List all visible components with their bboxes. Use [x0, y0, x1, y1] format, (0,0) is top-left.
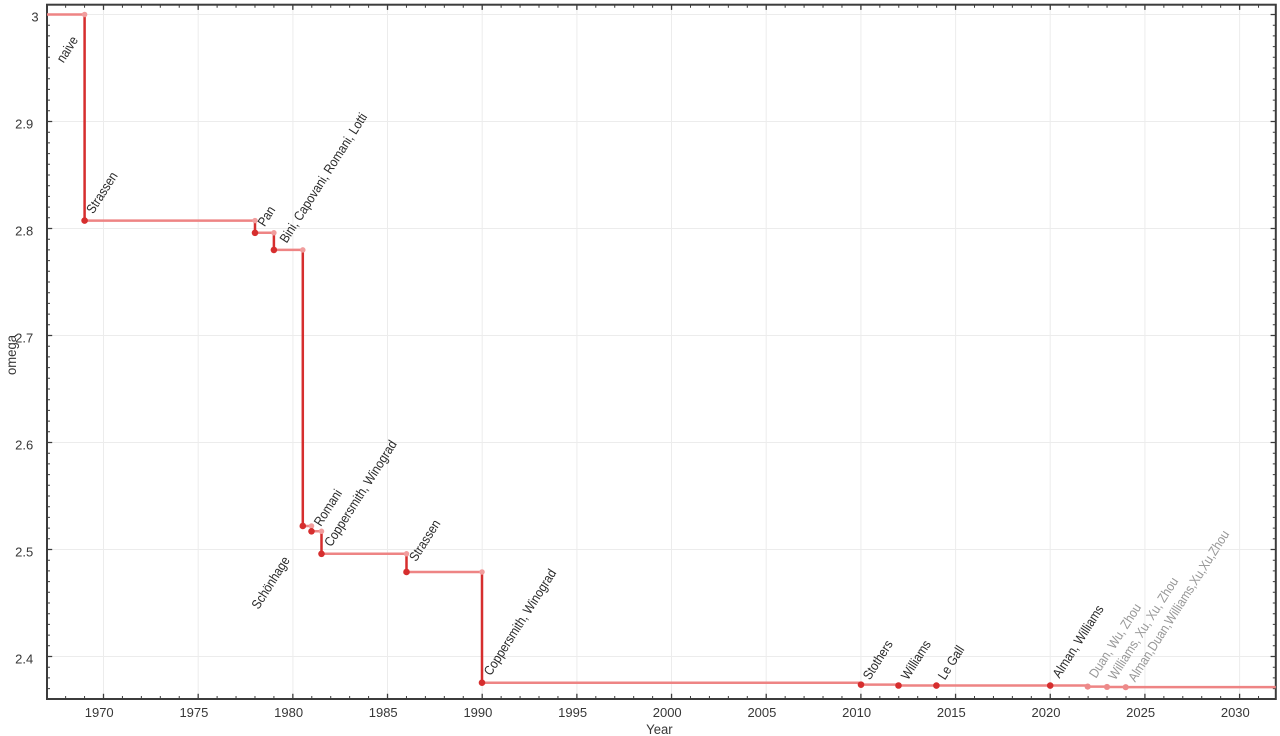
svg-text:2.7: 2.7 — [15, 330, 33, 345]
svg-text:1970: 1970 — [85, 705, 114, 720]
svg-text:2.4: 2.4 — [15, 651, 33, 666]
svg-text:1995: 1995 — [558, 705, 587, 720]
svg-text:2025: 2025 — [1126, 705, 1155, 720]
svg-text:1990: 1990 — [463, 705, 492, 720]
svg-text:2030: 2030 — [1221, 705, 1250, 720]
svg-text:2.5: 2.5 — [15, 544, 33, 559]
svg-text:2005: 2005 — [747, 705, 776, 720]
svg-text:3: 3 — [31, 9, 38, 24]
svg-text:omega: omega — [4, 334, 19, 375]
svg-text:1975: 1975 — [179, 705, 208, 720]
svg-text:Year: Year — [646, 722, 673, 736]
svg-text:2000: 2000 — [653, 705, 682, 720]
svg-text:2.8: 2.8 — [15, 223, 33, 238]
svg-text:2020: 2020 — [1032, 705, 1061, 720]
svg-text:2.6: 2.6 — [15, 437, 33, 452]
svg-text:2010: 2010 — [842, 705, 871, 720]
svg-text:1980: 1980 — [274, 705, 303, 720]
svg-text:1985: 1985 — [369, 705, 398, 720]
svg-text:2015: 2015 — [937, 705, 966, 720]
svg-text:2.9: 2.9 — [15, 116, 33, 131]
